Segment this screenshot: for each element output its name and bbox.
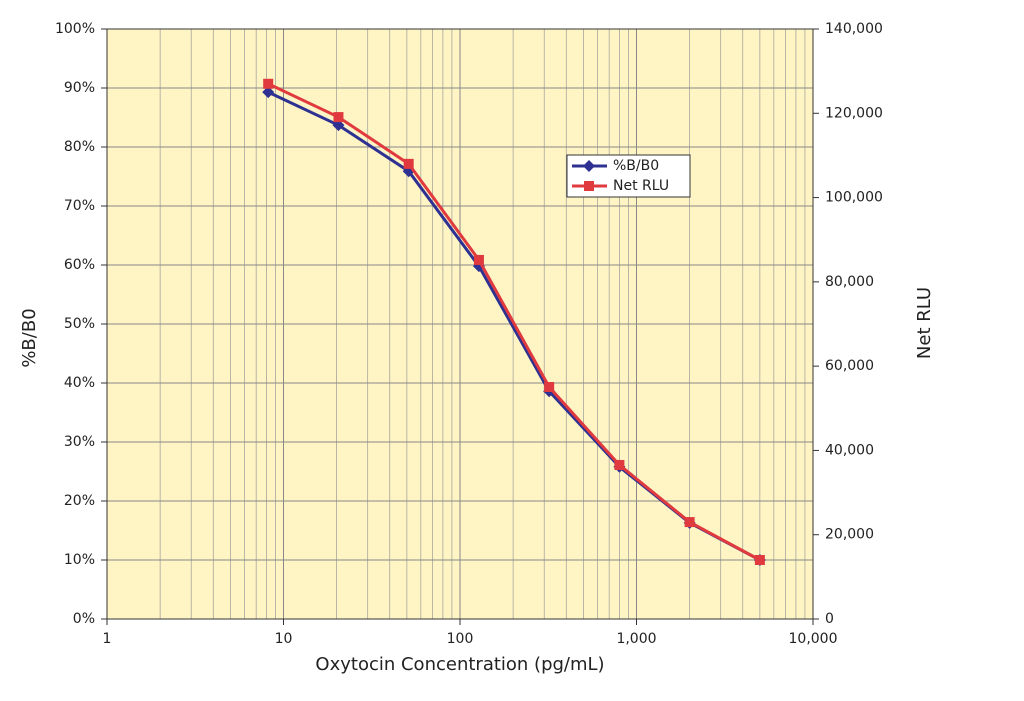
- y2ticks-label: 100,000: [825, 190, 883, 206]
- yticks-label: 70%: [64, 198, 95, 214]
- yticks-label: 50%: [64, 316, 95, 332]
- marker: [262, 86, 275, 99]
- marker: [583, 160, 595, 172]
- y2ticks-label: 20,000: [825, 527, 874, 543]
- yticks-label: 40%: [64, 375, 95, 391]
- xticks-label: 10: [275, 631, 293, 647]
- y2ticks-label: 0: [825, 611, 834, 627]
- xticks-label: 1,000: [616, 631, 656, 647]
- yticks-label: 90%: [64, 80, 95, 96]
- yticks-label: 30%: [64, 434, 95, 450]
- y2ticks-label: 120,000: [825, 105, 883, 121]
- marker: [584, 181, 594, 191]
- xticks-label: 1: [103, 631, 112, 647]
- y-axis-label: %B/B0: [19, 308, 40, 367]
- marker: [754, 555, 765, 565]
- marker: [684, 517, 695, 528]
- xticks-label: 100: [447, 631, 474, 647]
- legend-label: %B/B0: [613, 158, 659, 174]
- yticks-label: 60%: [64, 257, 95, 273]
- xticks-label: 10,000: [789, 631, 838, 647]
- yticks-label: 0%: [73, 611, 95, 627]
- y2ticks-label: 60,000: [825, 358, 874, 374]
- y2-axis-label: Net RLU: [914, 287, 935, 359]
- x-axis-label: Oxytocin Concentration (pg/mL): [315, 654, 604, 675]
- marker: [332, 119, 345, 132]
- yticks-label: 80%: [64, 139, 95, 155]
- marker: [263, 78, 274, 89]
- y2ticks-label: 140,000: [825, 21, 883, 37]
- marker: [473, 254, 484, 265]
- marker: [403, 158, 414, 169]
- y2ticks-label: 40,000: [825, 442, 874, 458]
- marker: [614, 459, 625, 470]
- marker: [333, 112, 344, 123]
- plot-frame: [106, 28, 814, 620]
- yticks-label: 100%: [55, 21, 95, 37]
- yticks-label: 10%: [64, 552, 95, 568]
- marker: [544, 382, 555, 393]
- yticks-label: 20%: [64, 493, 95, 509]
- y2ticks-label: 80,000: [825, 274, 874, 290]
- series-line: [267, 82, 761, 562]
- legend-label: Net RLU: [613, 178, 669, 194]
